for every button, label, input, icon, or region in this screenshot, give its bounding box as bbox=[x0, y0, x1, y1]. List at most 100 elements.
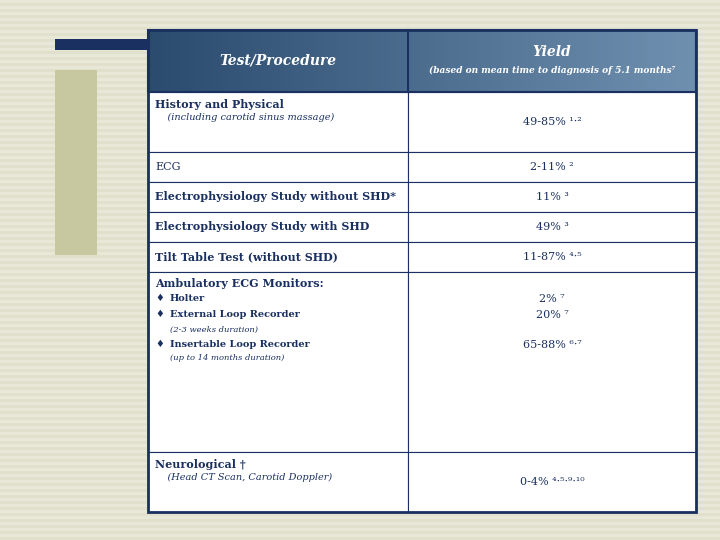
Bar bbox=[0, 321, 720, 324]
Bar bbox=[0, 189, 720, 192]
Bar bbox=[148, 30, 696, 512]
Bar bbox=[459, 30, 464, 92]
Bar bbox=[271, 30, 276, 92]
Bar bbox=[509, 30, 514, 92]
Bar bbox=[0, 183, 720, 186]
Bar bbox=[157, 30, 162, 92]
Bar bbox=[289, 30, 294, 92]
Bar bbox=[646, 30, 651, 92]
Bar bbox=[358, 30, 363, 92]
Bar bbox=[336, 30, 341, 92]
Text: Insertable Loop Recorder: Insertable Loop Recorder bbox=[170, 340, 310, 349]
Bar bbox=[408, 92, 696, 152]
Bar bbox=[687, 30, 692, 92]
Text: History and Physical: History and Physical bbox=[155, 99, 284, 110]
Bar bbox=[559, 30, 564, 92]
Bar bbox=[148, 242, 408, 272]
Bar bbox=[691, 30, 696, 92]
Bar bbox=[0, 93, 720, 96]
Bar bbox=[632, 30, 637, 92]
Bar bbox=[683, 30, 688, 92]
Bar bbox=[0, 45, 720, 48]
Bar bbox=[0, 447, 720, 450]
Bar bbox=[0, 333, 720, 336]
Bar bbox=[354, 30, 359, 92]
Bar bbox=[613, 30, 619, 92]
Text: ♦: ♦ bbox=[155, 294, 163, 303]
Bar bbox=[618, 30, 624, 92]
Bar bbox=[0, 345, 720, 348]
Bar bbox=[408, 452, 696, 512]
Text: (up to 14 months duration): (up to 14 months duration) bbox=[170, 354, 284, 362]
Bar bbox=[0, 159, 720, 162]
Bar bbox=[431, 30, 436, 92]
Bar bbox=[0, 201, 720, 204]
Bar bbox=[582, 30, 587, 92]
Bar bbox=[0, 99, 720, 102]
Bar bbox=[595, 30, 600, 92]
Bar bbox=[0, 381, 720, 384]
Bar bbox=[500, 30, 505, 92]
Bar bbox=[162, 30, 167, 92]
Bar bbox=[0, 117, 720, 120]
Bar bbox=[0, 69, 720, 72]
Bar bbox=[180, 30, 185, 92]
Bar bbox=[504, 30, 509, 92]
Bar bbox=[148, 30, 696, 92]
Bar bbox=[153, 30, 158, 92]
Text: (2-3 weeks duration): (2-3 weeks duration) bbox=[170, 326, 258, 334]
Bar bbox=[564, 30, 569, 92]
Bar bbox=[225, 30, 230, 92]
Bar bbox=[0, 393, 720, 396]
Bar bbox=[148, 452, 408, 512]
Bar bbox=[0, 363, 720, 366]
Bar bbox=[294, 30, 300, 92]
Bar bbox=[531, 30, 536, 92]
Bar bbox=[0, 129, 720, 132]
Bar bbox=[330, 30, 336, 92]
Bar bbox=[221, 30, 226, 92]
Text: (Head CT Scan, Carotid Doppler): (Head CT Scan, Carotid Doppler) bbox=[155, 473, 332, 482]
Text: 49-85% ¹·²: 49-85% ¹·² bbox=[523, 117, 582, 127]
Text: 0-4% ⁴·⁵·⁹·¹⁰: 0-4% ⁴·⁵·⁹·¹⁰ bbox=[520, 477, 585, 487]
Bar bbox=[636, 30, 642, 92]
Text: Yield: Yield bbox=[533, 45, 572, 59]
Bar bbox=[418, 30, 423, 92]
Bar bbox=[0, 213, 720, 216]
Text: Electrophysiology Study without SHD*: Electrophysiology Study without SHD* bbox=[155, 192, 396, 202]
Bar bbox=[0, 465, 720, 468]
Bar bbox=[0, 33, 720, 36]
Bar bbox=[212, 30, 217, 92]
Bar bbox=[0, 285, 720, 288]
Bar bbox=[55, 39, 445, 50]
Text: 2-11% ²: 2-11% ² bbox=[530, 162, 574, 172]
Bar bbox=[171, 30, 176, 92]
Bar bbox=[477, 30, 482, 92]
Bar bbox=[0, 279, 720, 282]
Bar bbox=[258, 30, 263, 92]
Bar bbox=[664, 30, 669, 92]
Bar bbox=[0, 483, 720, 486]
Bar bbox=[217, 30, 222, 92]
Bar bbox=[0, 273, 720, 276]
Bar bbox=[0, 15, 720, 18]
Bar bbox=[0, 81, 720, 84]
Bar bbox=[395, 30, 400, 92]
Bar bbox=[0, 441, 720, 444]
Bar bbox=[408, 242, 696, 272]
Bar bbox=[189, 30, 194, 92]
Bar bbox=[0, 471, 720, 474]
Bar bbox=[0, 261, 720, 264]
Bar bbox=[0, 369, 720, 372]
Bar bbox=[385, 30, 390, 92]
Bar bbox=[0, 399, 720, 402]
Bar bbox=[408, 272, 696, 452]
Bar bbox=[0, 177, 720, 180]
Text: ECG: ECG bbox=[155, 162, 181, 172]
Text: 49% ³: 49% ³ bbox=[536, 222, 569, 232]
Bar bbox=[390, 30, 395, 92]
Bar bbox=[568, 30, 573, 92]
Bar bbox=[554, 30, 559, 92]
Bar bbox=[0, 27, 720, 30]
Text: 11% ³: 11% ³ bbox=[536, 192, 569, 202]
